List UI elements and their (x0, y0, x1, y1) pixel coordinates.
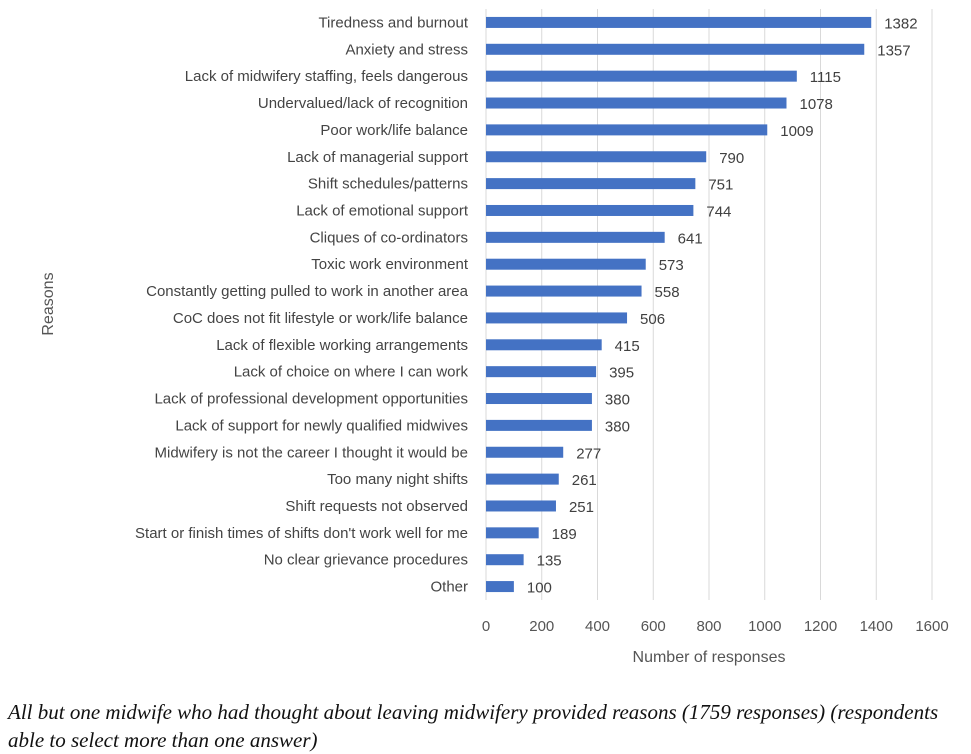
category-label: Poor work/life balance (320, 122, 468, 139)
category-label: Lack of midwifery staffing, feels danger… (185, 68, 468, 85)
bar (486, 312, 628, 324)
bar (486, 204, 694, 216)
bar (486, 500, 556, 512)
data-label: 415 (615, 338, 640, 355)
bar (486, 70, 797, 82)
bar (486, 339, 602, 351)
x-axis-title: Number of responses (633, 649, 786, 666)
data-label: 100 (527, 580, 552, 597)
bar (486, 231, 665, 243)
bar (486, 473, 559, 485)
category-label: Constantly getting pulled to work in ano… (146, 283, 469, 300)
bar (486, 16, 872, 28)
x-tick-label: 200 (529, 618, 554, 635)
data-label: 135 (537, 553, 562, 570)
data-label: 790 (719, 150, 744, 167)
figure-caption: All but one midwife who had thought abou… (8, 700, 939, 752)
category-label: Cliques of co-ordinators (310, 229, 468, 246)
bar (486, 43, 865, 55)
bar (486, 446, 564, 458)
bar (486, 581, 514, 593)
data-label: 1382 (884, 15, 917, 32)
data-label: 558 (655, 284, 680, 301)
category-label: CoC does not fit lifestyle or work/life … (173, 310, 468, 327)
bar (486, 97, 787, 109)
category-label: Shift schedules/patterns (308, 176, 468, 193)
category-label: Lack of support for newly qualified midw… (175, 417, 468, 434)
data-label: 380 (605, 392, 630, 409)
category-label: No clear grievance procedures (264, 552, 468, 569)
data-label: 1357 (877, 42, 910, 59)
category-label: Too many night shifts (327, 471, 468, 488)
bar (486, 554, 524, 566)
x-tick-label: 600 (641, 618, 666, 635)
category-label: Shift requests not observed (285, 498, 468, 515)
data-label: 573 (659, 257, 684, 274)
bar-chart: Tiredness and burnout Anxiety and stress L… (40, 9, 949, 666)
data-label: 751 (708, 177, 733, 194)
category-label: Toxic work environment (311, 256, 469, 273)
x-tick-label: 1000 (748, 618, 781, 635)
x-tick-labels: 0 200 400 600 800 1000 1200 1400 1600 (482, 618, 949, 635)
category-label: Undervalued/lack of recognition (258, 95, 468, 112)
category-label: Lack of managerial support (287, 149, 469, 166)
category-labels: Tiredness and burnout Anxiety and stress L… (135, 14, 469, 595)
data-label: 277 (576, 445, 601, 462)
data-label: 395 (609, 365, 634, 382)
data-label: 641 (678, 230, 703, 247)
bar (486, 151, 707, 163)
data-label: 744 (706, 203, 731, 220)
bar (486, 178, 696, 190)
category-label: Lack of choice on where I can work (234, 364, 469, 381)
category-label: Other (430, 579, 468, 596)
data-label: 380 (605, 418, 630, 435)
category-label: Tiredness and burnout (318, 14, 468, 31)
chart-svg: Tiredness and burnout Anxiety and stress L… (40, 9, 949, 666)
x-tick-label: 0 (482, 618, 490, 635)
bar (486, 285, 642, 297)
bar (486, 393, 592, 405)
bar (486, 366, 597, 378)
data-label: 251 (569, 499, 594, 516)
data-label: 1009 (780, 123, 813, 140)
category-label: Midwifery is not the career I thought it… (155, 444, 469, 461)
category-label: Anxiety and stress (345, 41, 468, 58)
data-label: 261 (572, 472, 597, 489)
bar (486, 419, 592, 431)
data-label: 506 (640, 311, 665, 328)
x-tick-label: 1200 (804, 618, 837, 635)
bar (486, 258, 646, 270)
data-label: 1078 (799, 96, 832, 113)
x-tick-label: 800 (696, 618, 721, 635)
x-tick-label: 1600 (915, 618, 948, 635)
x-tick-label: 1400 (860, 618, 893, 635)
bar (486, 527, 539, 539)
category-label: Lack of emotional support (296, 202, 469, 219)
data-label: 189 (552, 526, 577, 543)
data-label: 1115 (810, 69, 841, 86)
category-label: Start or finish times of shifts don't wo… (135, 525, 468, 542)
category-label: Lack of professional development opportu… (154, 391, 468, 408)
bar (486, 124, 768, 136)
bars (486, 16, 872, 593)
y-axis-title: Reasons (40, 272, 57, 335)
x-tick-label: 400 (585, 618, 610, 635)
category-label: Lack of flexible working arrangements (216, 337, 468, 354)
